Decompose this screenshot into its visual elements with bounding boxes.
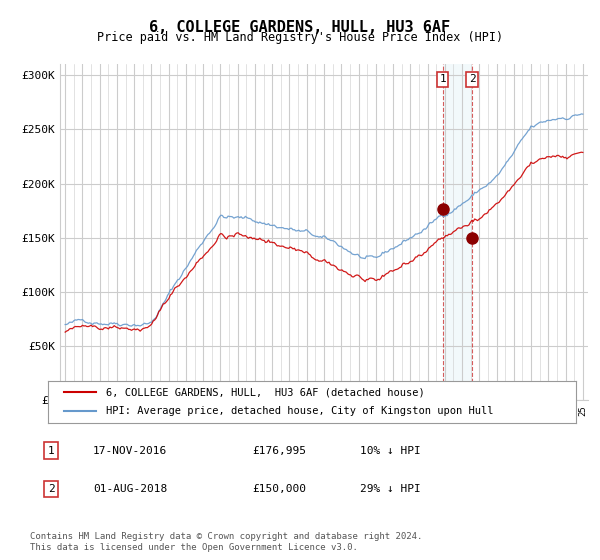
- Bar: [443, 64, 472, 400]
- Text: HPI: Average price, detached house, City of Kingston upon Hull: HPI: Average price, detached house, City…: [106, 407, 494, 417]
- Text: 2: 2: [469, 74, 475, 85]
- Text: £176,995: £176,995: [252, 446, 306, 456]
- Text: 17-NOV-2016: 17-NOV-2016: [93, 446, 167, 456]
- Text: 01-AUG-2018: 01-AUG-2018: [93, 484, 167, 494]
- Text: 6, COLLEGE GARDENS, HULL, HU3 6AF: 6, COLLEGE GARDENS, HULL, HU3 6AF: [149, 20, 451, 35]
- Text: 1: 1: [47, 446, 55, 456]
- Text: 10% ↓ HPI: 10% ↓ HPI: [360, 446, 421, 456]
- Text: £150,000: £150,000: [252, 484, 306, 494]
- Text: 6, COLLEGE GARDENS, HULL,  HU3 6AF (detached house): 6, COLLEGE GARDENS, HULL, HU3 6AF (detac…: [106, 387, 425, 397]
- Text: 1: 1: [439, 74, 446, 85]
- Text: 2: 2: [47, 484, 55, 494]
- Text: Contains HM Land Registry data © Crown copyright and database right 2024.
This d: Contains HM Land Registry data © Crown c…: [30, 532, 422, 552]
- Text: 29% ↓ HPI: 29% ↓ HPI: [360, 484, 421, 494]
- Text: Price paid vs. HM Land Registry's House Price Index (HPI): Price paid vs. HM Land Registry's House …: [97, 31, 503, 44]
